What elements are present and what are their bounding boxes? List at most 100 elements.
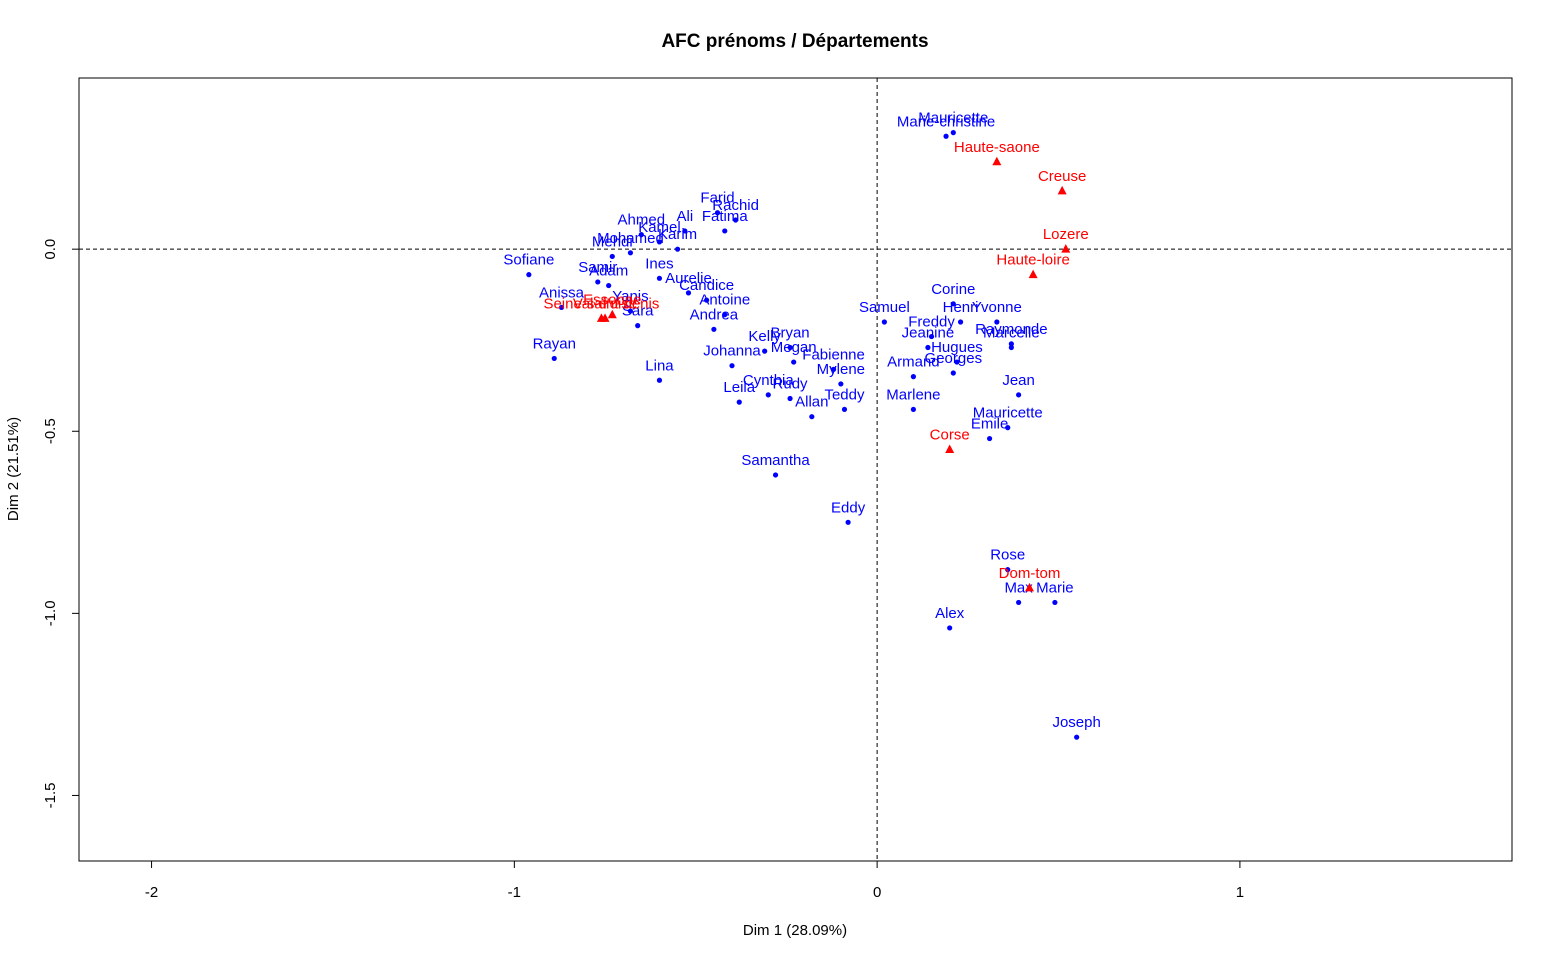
prenom-point <box>635 323 641 329</box>
departement-point <box>1028 269 1038 279</box>
x-tick-label: 0 <box>873 884 881 901</box>
prenom-label: Raymonde <box>975 321 1048 338</box>
prenom-point <box>943 133 949 139</box>
reference-lines <box>79 78 1512 861</box>
departement-point <box>1057 185 1067 195</box>
chart-title: AFC prénoms / Départements <box>661 31 928 52</box>
prenom-label: Sara <box>622 303 654 320</box>
prenom-label: Hugues <box>931 339 983 356</box>
prenom-label: Andrea <box>690 306 739 323</box>
prenom-point <box>595 279 601 285</box>
prenom-label: Rayan <box>533 335 576 352</box>
prenom-label: Ahmed <box>618 212 666 229</box>
prenom-point <box>722 312 728 318</box>
prenom-point <box>682 228 688 234</box>
prenom-point <box>838 381 844 387</box>
prenom-point <box>986 435 993 442</box>
prenom-point <box>845 519 851 525</box>
prenom-point <box>551 355 557 362</box>
prenom-label: Cynthia <box>743 372 795 389</box>
prenom-point <box>928 333 935 340</box>
prenom-point <box>526 272 532 278</box>
prenom-point <box>1005 567 1011 573</box>
departement-label: Essonne <box>583 292 641 309</box>
prenom-label: Sofiane <box>503 252 554 269</box>
prenom-point <box>638 232 644 238</box>
prenom-point <box>841 406 848 413</box>
prenom-point <box>809 414 815 420</box>
prenom-label: Kamel <box>638 219 681 236</box>
departement-point <box>945 444 955 453</box>
prenom-label: Samir <box>578 259 617 276</box>
prenom-point <box>830 366 837 372</box>
prenom-label: Kelly <box>748 328 781 345</box>
prenom-point <box>950 370 956 376</box>
prenom-label: Adam <box>589 263 628 280</box>
prenom-point <box>950 130 956 136</box>
prenom-label: Ines <box>645 255 673 272</box>
x-axis: -2 -1 0 1 <box>145 860 1244 901</box>
departement-label: Seine-saint-denis <box>543 295 659 312</box>
prenom-label: Ali <box>677 208 694 225</box>
prenom-label: Joseph <box>1052 714 1100 731</box>
prenom-label: Eddy <box>831 499 866 516</box>
prenom-label: Mohamed <box>597 230 664 247</box>
prenom-point <box>957 319 964 325</box>
prenom-point <box>606 282 612 289</box>
prenom-label: Farid <box>700 190 734 207</box>
prenom-label: Marcelle <box>983 324 1040 341</box>
departement-point <box>607 309 617 319</box>
prenom-point <box>609 253 615 260</box>
prenom-point <box>954 359 960 365</box>
prenom-label: Rose <box>990 547 1025 564</box>
prenom-point <box>656 275 663 281</box>
prenom-point <box>762 348 768 354</box>
prenom-label: Mylene <box>817 361 865 378</box>
prenom-point <box>674 246 681 252</box>
prenom-point <box>714 210 721 216</box>
prenom-label: Samantha <box>741 452 810 469</box>
prenom-point <box>787 344 793 351</box>
x-tick-label: -1 <box>508 884 521 901</box>
departement-point <box>600 313 610 322</box>
prenom-label: Aurelie <box>665 270 712 287</box>
prenom-label: Samuel <box>859 299 910 316</box>
departement-point <box>992 156 1002 166</box>
x-axis-label: Dim 1 (28.09%) <box>743 922 847 939</box>
prenom-point <box>1052 599 1058 606</box>
prenom-label: Freddy <box>908 314 955 331</box>
departement-label: Dom-tom <box>999 565 1061 582</box>
prenom-label: Rudy <box>773 375 809 392</box>
prenom-point <box>1005 425 1011 431</box>
prenom-point <box>1074 734 1080 740</box>
prenom-point <box>1008 344 1014 351</box>
prenom-point <box>627 250 634 256</box>
plot-frame <box>78 77 1513 862</box>
prenom-label: Alex <box>935 605 965 622</box>
prenom-point <box>711 326 717 332</box>
prenom-label: Henri <box>943 299 979 316</box>
prenom-label: Yanis <box>612 288 648 305</box>
prenom-point <box>1016 599 1022 606</box>
prenom-point <box>722 228 728 234</box>
prenom-label: Antoine <box>699 292 750 309</box>
departement-label: Val-d'oise <box>573 295 637 312</box>
prenom-label: Allan <box>795 394 828 411</box>
prenom-point <box>881 319 887 325</box>
prenom-point <box>950 301 956 307</box>
prenom-label: Fabienne <box>802 346 865 363</box>
prenom-point <box>733 217 739 223</box>
prenom-label: Fatima <box>702 208 749 225</box>
prenom-label: Marie <box>1036 579 1074 596</box>
prenom-label: Mauricette <box>973 405 1043 422</box>
prenom-label: Megan <box>771 339 817 356</box>
prenom-label: Marlene <box>886 386 940 403</box>
prenom-label: Corine <box>931 281 975 298</box>
prenom-point <box>656 377 663 383</box>
prenom-label: Bryan <box>770 324 809 341</box>
prenom-point <box>656 239 663 245</box>
prenom-point <box>1008 341 1014 347</box>
prenom-label: Georges <box>925 350 983 367</box>
prenom-label: Karim <box>658 226 697 243</box>
prenom-label: Anissa <box>539 284 585 301</box>
